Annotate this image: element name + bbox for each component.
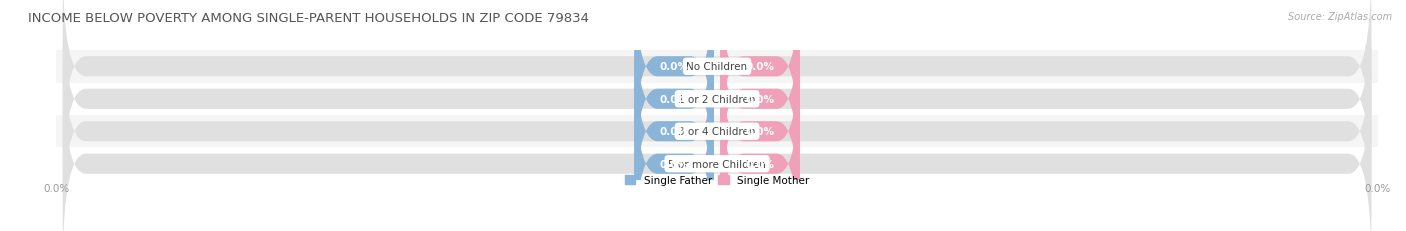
Text: 0.0%: 0.0% xyxy=(745,159,775,169)
Text: No Children: No Children xyxy=(686,62,748,72)
Text: 0.0%: 0.0% xyxy=(745,127,775,137)
Text: Source: ZipAtlas.com: Source: ZipAtlas.com xyxy=(1288,12,1392,21)
FancyBboxPatch shape xyxy=(63,28,1371,231)
FancyBboxPatch shape xyxy=(634,61,714,231)
FancyBboxPatch shape xyxy=(720,0,800,203)
Bar xyxy=(56,116,1378,148)
FancyBboxPatch shape xyxy=(634,28,714,231)
Text: INCOME BELOW POVERTY AMONG SINGLE-PARENT HOUSEHOLDS IN ZIP CODE 79834: INCOME BELOW POVERTY AMONG SINGLE-PARENT… xyxy=(28,12,589,24)
Text: 0.0%: 0.0% xyxy=(745,62,775,72)
Text: 0.0%: 0.0% xyxy=(745,94,775,104)
FancyBboxPatch shape xyxy=(720,61,800,231)
FancyBboxPatch shape xyxy=(720,0,800,170)
Legend: Single Father, Single Mother: Single Father, Single Mother xyxy=(624,175,810,185)
FancyBboxPatch shape xyxy=(634,0,714,170)
FancyBboxPatch shape xyxy=(63,0,1371,203)
Text: 0.0%: 0.0% xyxy=(659,127,689,137)
Text: 1 or 2 Children: 1 or 2 Children xyxy=(678,94,756,104)
Bar xyxy=(56,148,1378,180)
FancyBboxPatch shape xyxy=(720,28,800,231)
FancyBboxPatch shape xyxy=(634,0,714,203)
Bar xyxy=(56,83,1378,116)
Text: 3 or 4 Children: 3 or 4 Children xyxy=(678,127,756,137)
Text: 5 or more Children: 5 or more Children xyxy=(668,159,766,169)
Text: 0.0%: 0.0% xyxy=(659,62,689,72)
Text: 0.0%: 0.0% xyxy=(659,94,689,104)
FancyBboxPatch shape xyxy=(63,0,1371,170)
FancyBboxPatch shape xyxy=(63,61,1371,231)
Bar xyxy=(56,51,1378,83)
Text: 0.0%: 0.0% xyxy=(659,159,689,169)
